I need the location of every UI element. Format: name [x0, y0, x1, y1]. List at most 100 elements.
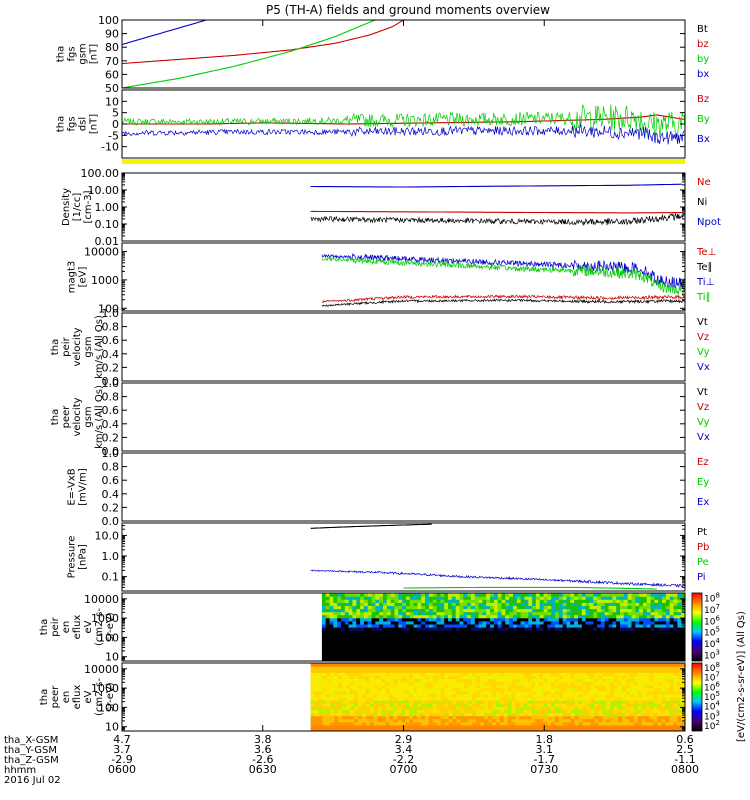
legend-Ne: Ne [697, 177, 711, 188]
y-tick-label: 1.0 [102, 377, 120, 390]
y-tick-label: 0.0 [102, 515, 120, 528]
figure-title: P5 (TH-A) fields and ground moments over… [266, 3, 550, 17]
date-label: 2016 Jul 02 [4, 775, 61, 786]
legend: Vt Vz Vy Vx [697, 317, 710, 373]
y-axis-label-line: tha [56, 116, 67, 132]
plot-area [310, 183, 685, 227]
y-axis-label-line: tha [56, 46, 67, 62]
x-tick-value: -2.2 [393, 753, 414, 766]
panel-frame [121, 592, 686, 662]
legend-Ez: Ez [697, 457, 709, 468]
y-tick-label: 90 [105, 28, 119, 41]
y-axis-label-line: Density [61, 188, 72, 226]
y-tick-label: 10 [105, 95, 119, 108]
legend-Vt: Vt [697, 317, 708, 328]
y-tick-label: 0.2 [102, 501, 120, 514]
y-tick-label: 1.0 [102, 447, 120, 460]
y-axis-label-line: Pressure [67, 536, 78, 579]
legend-Te⊥: Te⊥ [696, 247, 716, 258]
x-tick-value: 2.9 [395, 733, 413, 746]
y-axis-label-line: gsm [83, 406, 94, 427]
legend-Vt: Vt [697, 387, 708, 398]
y-axis-label-line: km/s (All Qs) [94, 385, 105, 449]
colorbar-tick: 106 [704, 614, 720, 627]
y-tick-label: 1.00 [95, 201, 120, 214]
y-axis-label-line: peir [50, 616, 61, 636]
minor-ticks [122, 173, 685, 237]
legend-Bx: Bx [697, 134, 710, 145]
panel-frame [121, 242, 686, 312]
colorbar-tick: 105 [704, 690, 720, 703]
y-tick-label: 0.8 [102, 391, 120, 404]
y-tick-label: -5 [108, 129, 119, 142]
y-axis-label-line: gsm [83, 336, 94, 357]
y-axis-label-line: km/s (All Qs) [94, 315, 105, 379]
legend-Ey: Ey [697, 477, 709, 488]
colorbar-tick: 104 [704, 700, 720, 713]
y-axis-label-line: magt3 [67, 261, 78, 294]
legend-Ti∥: Ti∥ [696, 292, 711, 303]
y-axis-label-line: peir [61, 336, 72, 356]
legend-Pi: Pi [697, 572, 706, 583]
y-axis-label-line: [1/cc] [72, 193, 83, 222]
plot-area [310, 663, 685, 731]
y-axis-label-line: velocity [72, 397, 83, 436]
legend-Bt: Bt [697, 24, 708, 35]
y-tick-label: 100.00 [81, 167, 120, 180]
colorbar-tick: 106 [704, 680, 720, 693]
series-line-Pe [403, 586, 657, 590]
series-line-Ti∥ [321, 256, 685, 296]
legend: Te⊥ Te∥ Ti⊥ Ti∥ [696, 247, 716, 303]
legend: Ez Ey Ex [697, 457, 709, 508]
y-axis-label-line: (cm2-s- [94, 678, 105, 716]
colorbar [691, 592, 703, 662]
legend: Vt Vz Vy Vx [697, 387, 710, 443]
x-tick-value: 0600 [108, 763, 136, 776]
y-axis-label-line: eV [83, 620, 94, 633]
x-tick-value: 2.5 [676, 743, 694, 756]
y-tick-label: 70 [105, 55, 119, 68]
y-axis-label-line: sr-eV) [105, 612, 116, 641]
x-tick-value: 3.7 [113, 743, 131, 756]
plot-area [122, 20, 404, 88]
y-tick-label: 1.0 [102, 550, 120, 563]
y-tick-label: 1000 [91, 682, 119, 695]
y-tick-label: 0 [112, 118, 119, 131]
y-axis-label-line: tha [50, 409, 61, 425]
y-tick-label: 0.6 [102, 334, 120, 347]
y-tick-labels: 0.00.20.40.60.81.0 [102, 447, 685, 528]
x-row-label: tha_Z-GSM [4, 755, 59, 766]
plot-area [321, 593, 685, 661]
y-tick-label: 50 [105, 82, 119, 95]
colorbar-tick: 104 [704, 637, 720, 650]
y-axis-label-line: E=-VxB [67, 468, 78, 505]
legend-Pt: Pt [697, 527, 707, 538]
legend-Te∥: Te∥ [696, 262, 713, 273]
heatmap-cells [310, 663, 685, 731]
y-axis-label-line: peer [50, 685, 61, 709]
y-tick-labels: 0.00.20.40.60.81.0 [102, 307, 685, 388]
colorbar-tick: 105 [704, 626, 720, 639]
y-axis-label-line: [mV/m] [78, 468, 89, 506]
colorbar-tick: 103 [704, 648, 720, 661]
panel-frame [121, 172, 686, 242]
legend-Vz: Vz [697, 402, 709, 413]
colorbar-tick: 103 [704, 709, 720, 722]
y-tick-label: 10000 [84, 246, 119, 259]
y-axis-label-line: velocity [72, 327, 83, 366]
x-tick-value: 1.8 [536, 733, 554, 746]
panel-temperature: 100 1000 10000 magt3 [eV] Te⊥ Te∥ Ti⊥ Ti∥ [67, 242, 716, 315]
y-tick-label: 10 [105, 721, 119, 734]
y-axis-label-line: tha [39, 619, 50, 635]
y-axis-label-line: eflux [72, 685, 83, 710]
panel-density: 0.01 0.10 1.00 10.00 100.00 Density [1/cc] [cm-… [61, 167, 721, 248]
flag-bar [122, 159, 685, 164]
y-tick-label: 10.00 [88, 184, 120, 197]
x-tick-value: 4.7 [113, 733, 131, 746]
panel-peer-en-eflux: 10 100 1000 10000 tha peer en eflux eV (cm2-s-sr-… [39, 662, 686, 734]
